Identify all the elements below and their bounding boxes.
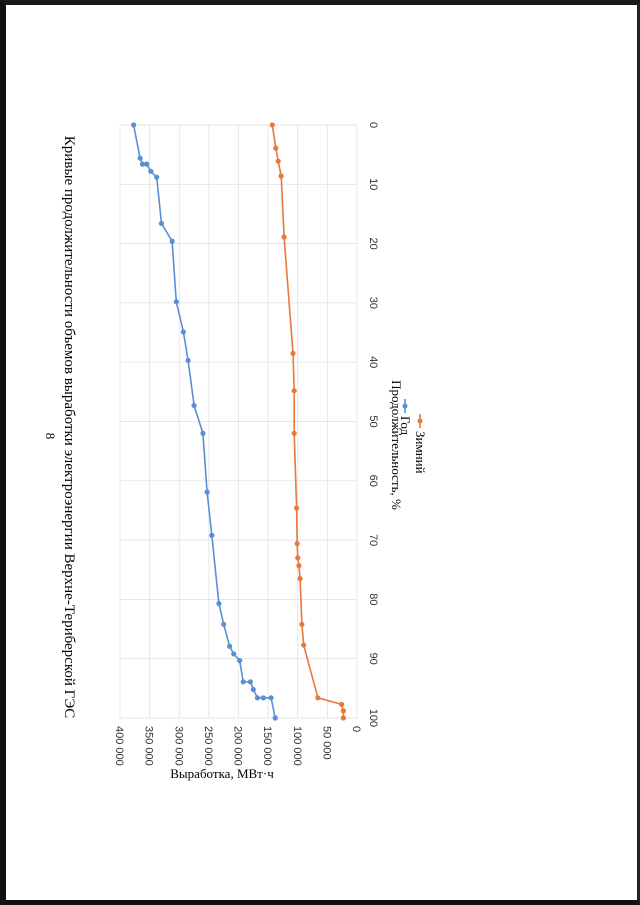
x-tick-label: 40 <box>367 356 379 368</box>
y-tick-label: 250 000 <box>202 726 214 766</box>
data-point-winter <box>301 642 307 648</box>
data-point-winter <box>278 173 284 179</box>
legend-label-winter: Зимний <box>413 431 428 474</box>
data-point-year <box>268 695 274 701</box>
data-point-year <box>191 402 197 409</box>
data-point-winter <box>275 158 281 164</box>
data-point-year <box>137 155 143 161</box>
gridlines <box>119 124 358 719</box>
legend: Год Зимний <box>398 399 428 474</box>
data-point-year <box>231 651 237 657</box>
data-point-winter <box>296 562 302 569</box>
data-point-winter <box>315 695 321 701</box>
data-point-winter <box>299 621 305 627</box>
data-point-year <box>185 357 191 364</box>
x-tick-label: 10 <box>367 178 379 190</box>
data-point-winter <box>340 708 346 714</box>
legend-item-year: Год <box>398 399 413 435</box>
data-point-year <box>254 695 261 701</box>
data-point-winter <box>293 505 300 511</box>
y-tick-label: 100 000 <box>291 726 303 766</box>
data-point-year <box>221 621 227 627</box>
data-point-winter <box>269 122 275 128</box>
x-tick-label: 80 <box>367 593 379 605</box>
y-axis-label: Выработка, МВт·ч <box>170 766 274 781</box>
y-tick-label: 300 000 <box>172 726 184 766</box>
legend-marker-year <box>402 403 408 409</box>
data-point-winter <box>295 555 301 561</box>
data-point-year <box>158 220 165 227</box>
x-tick-label: 100 <box>367 709 379 727</box>
data-point-year <box>227 643 233 649</box>
x-axis-label: Продолжительность, % <box>389 380 404 510</box>
data-point-year <box>272 715 278 721</box>
y-tick-label: 400 000 <box>113 726 125 766</box>
data-point-winter <box>294 541 300 547</box>
data-point-year <box>200 430 206 436</box>
legend-item-winter: Зимний <box>413 414 428 474</box>
x-tick-label: 60 <box>367 475 379 487</box>
data-point-year <box>216 600 222 607</box>
data-point-year <box>148 168 154 174</box>
rotated-page-content: 8 Кривые продолжительности объемов выраб… <box>43 122 428 781</box>
x-tick-label: 20 <box>367 237 379 249</box>
y-tick-label: 50 000 <box>320 726 332 760</box>
data-point-winter <box>340 715 346 721</box>
legend-label-year: Год <box>398 416 413 435</box>
data-series <box>131 122 346 721</box>
y-tick-label: 200 000 <box>232 726 244 766</box>
x-tick-label: 0 <box>367 122 379 128</box>
data-point-year <box>209 532 215 538</box>
data-point-year <box>131 122 137 128</box>
data-point-year <box>260 695 266 701</box>
data-point-year <box>237 657 243 664</box>
data-point-year <box>173 299 179 305</box>
x-tick-label: 90 <box>367 653 379 665</box>
x-tick-label: 70 <box>367 534 379 546</box>
x-tick-label: 50 <box>367 415 379 427</box>
data-point-year <box>180 329 186 335</box>
data-point-winter <box>281 234 287 240</box>
y-tick-label: 0 <box>350 726 362 732</box>
data-point-year <box>247 679 253 685</box>
data-point-year <box>139 161 146 167</box>
page-number: 8 <box>43 433 58 440</box>
data-point-year <box>204 489 210 495</box>
data-point-winter <box>291 430 297 436</box>
y-tick-label: 350 000 <box>143 726 155 766</box>
data-point-winter <box>297 576 303 582</box>
data-point-winter <box>291 388 297 394</box>
y-axis-ticks: 0 50 000 100 000 150 000 200 000 250 000 300 0… <box>113 726 362 766</box>
data-point-winter <box>338 701 345 707</box>
x-axis-ticks: 0 10 20 30 40 50 60 70 80 90 100 <box>367 122 379 727</box>
data-point-year <box>154 174 160 180</box>
data-point-winter <box>290 350 296 356</box>
legend-marker-winter <box>417 418 423 424</box>
data-point-year <box>169 238 175 244</box>
data-point-year <box>240 679 246 685</box>
data-point-year <box>144 161 150 167</box>
chart-title: Кривые продолжительности объемов выработ… <box>61 136 77 718</box>
y-tick-label: 150 000 <box>261 726 273 766</box>
data-point-year <box>250 686 256 693</box>
data-point-winter <box>273 145 279 151</box>
x-tick-label: 30 <box>367 297 379 309</box>
